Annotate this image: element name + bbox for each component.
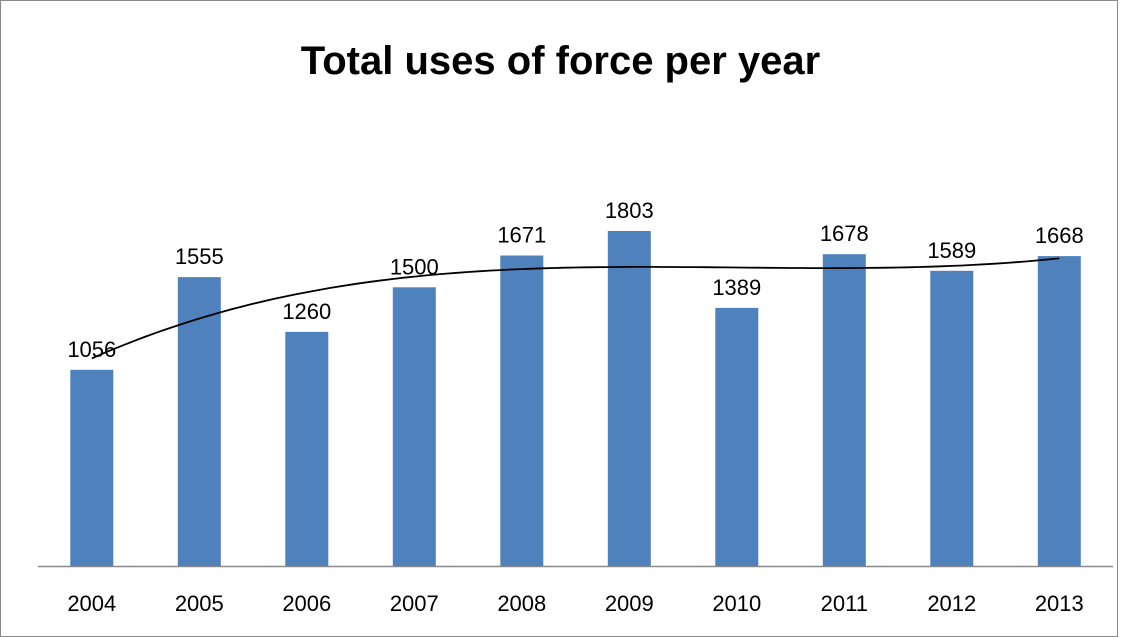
x-tick-label-2012: 2012 (927, 591, 976, 616)
x-tick-label-2009: 2009 (605, 591, 654, 616)
bar-2011 (822, 254, 866, 566)
data-label-2007: 1500 (390, 254, 439, 279)
x-tick-label-2005: 2005 (175, 591, 224, 616)
data-label-2005: 1555 (175, 244, 224, 269)
bar-2008 (500, 255, 544, 566)
trendline (91, 257, 1060, 360)
data-label-2011: 1678 (820, 221, 869, 246)
x-tick-label-2011: 2011 (821, 591, 868, 616)
bar-2005 (177, 277, 221, 566)
data-label-2013: 1668 (1035, 223, 1084, 248)
data-label-group: 1056 1555 1260 1500 1671 1803 1389 1678 1589 1668 (67, 198, 1083, 362)
x-tick-label-2008: 2008 (497, 591, 546, 616)
data-label-2008: 1671 (497, 223, 546, 248)
chart-title: Total uses of force per year (300, 39, 821, 83)
bar-2009 (607, 231, 651, 566)
data-label-2009: 1803 (605, 198, 654, 223)
x-tick-label-2007: 2007 (390, 591, 439, 616)
bar-2004 (70, 369, 114, 566)
x-tick-label-2010: 2010 (712, 591, 761, 616)
x-tick-label-2013: 2013 (1035, 591, 1084, 616)
bar-2012 (930, 270, 974, 566)
bar-2007 (392, 287, 436, 566)
data-label-2004: 1056 (67, 337, 116, 362)
data-label-2010: 1389 (712, 275, 761, 300)
x-tick-label-group: 2004 2005 2006 2007 2008 2009 2010 2011 2012 2013 (67, 591, 1083, 616)
bar-2010 (715, 307, 759, 566)
bar-group (70, 231, 1081, 566)
bar-2006 (285, 331, 329, 566)
data-label-2006: 1260 (282, 299, 331, 324)
data-label-2012: 1589 (927, 238, 976, 263)
x-tick-label-2006: 2006 (282, 591, 331, 616)
bar-2013 (1037, 256, 1081, 566)
x-tick-label-2004: 2004 (67, 591, 116, 616)
